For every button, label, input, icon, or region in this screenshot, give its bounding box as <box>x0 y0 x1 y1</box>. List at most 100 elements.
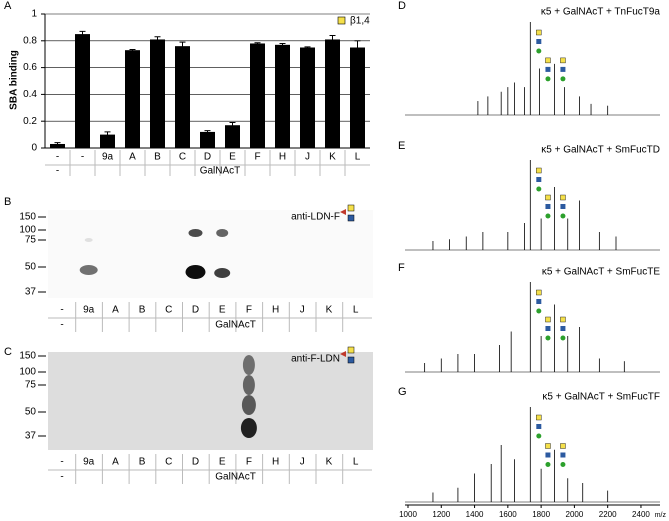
lane-label: L <box>353 305 359 316</box>
error-bar <box>104 131 111 138</box>
blot-band <box>185 265 206 279</box>
lane-label: E <box>219 457 226 468</box>
glycan-icon <box>560 76 566 82</box>
panel-label: E <box>398 140 405 152</box>
group-label: - <box>60 472 63 483</box>
error-bar <box>129 49 136 51</box>
group-label: GalNAcT <box>200 166 241 177</box>
glycan-icon <box>560 335 566 341</box>
glycan-icon <box>545 452 551 458</box>
lane-label: H <box>272 457 279 468</box>
glycan-icon <box>536 299 542 304</box>
blot-band <box>188 229 203 237</box>
antibody-label: anti-F-LDN <box>291 354 340 365</box>
glycan-icon <box>536 308 542 314</box>
legend-label: β1,4 <box>350 16 370 27</box>
lane-label: L <box>353 457 359 468</box>
y-tick-label: 0.6 <box>23 62 37 73</box>
glycan-icon <box>560 204 566 209</box>
spectrum-title: κ5 + GalNAcT + TnFucT9a <box>541 7 661 18</box>
blot-band <box>214 268 231 278</box>
glycan-icon <box>560 326 566 331</box>
bar <box>175 46 190 148</box>
lane-label: C <box>165 457 172 468</box>
glycan-icon <box>560 443 566 449</box>
x-axis-unit: m/z <box>655 512 667 519</box>
x-tick-label: K <box>329 152 336 163</box>
lane-label: 9a <box>83 457 95 468</box>
glycan-icon <box>545 204 551 209</box>
error-bar <box>204 130 211 134</box>
lane-label: B <box>139 305 146 316</box>
lane-label: C <box>165 305 172 316</box>
glycan-icon <box>545 57 551 64</box>
x-tick-label: 9a <box>102 152 114 163</box>
lane-label: A <box>112 305 119 316</box>
glycan-icon <box>347 356 355 364</box>
bar <box>250 43 265 149</box>
lane-label: K <box>326 305 333 316</box>
x-tick-label: 1800 <box>532 510 550 519</box>
x-tick-label: E <box>229 152 236 163</box>
blot-band <box>242 355 255 375</box>
bar <box>225 125 240 148</box>
blot-band <box>79 265 98 275</box>
mw-label: 150 <box>19 212 36 223</box>
glycan-icon <box>536 39 542 44</box>
lane-label: H <box>272 305 279 316</box>
x-tick-label: H <box>279 152 286 163</box>
blot-band <box>240 418 257 438</box>
group-label: GalNAcT <box>215 320 256 331</box>
y-axis-label: SBA binding <box>9 50 20 110</box>
glycan-icon <box>536 29 542 36</box>
lane-label: - <box>60 457 63 468</box>
bar <box>125 50 140 148</box>
glycan-icon <box>545 194 551 201</box>
lane-label: B <box>139 457 146 468</box>
lane-label: - <box>60 305 63 316</box>
error-bar <box>79 30 86 37</box>
lane-label: D <box>192 305 199 316</box>
x-tick-label: 2400 <box>632 510 650 519</box>
blot-image <box>48 352 373 450</box>
legend-swatch <box>337 16 346 25</box>
glycan-icon <box>347 346 355 354</box>
group-label: - <box>60 320 63 331</box>
glycan-icon <box>536 433 542 439</box>
glycan-icon <box>347 204 355 212</box>
mw-label: 75 <box>25 235 37 246</box>
glycan-icon <box>545 462 551 467</box>
error-bar <box>54 142 61 146</box>
mw-label: 100 <box>19 225 36 236</box>
glycan-icon <box>560 194 566 201</box>
mw-label: 37 <box>25 431 37 442</box>
mw-label: 50 <box>25 262 37 273</box>
glycan-icon <box>536 289 542 296</box>
glycan-icon <box>545 335 551 341</box>
mw-label: 75 <box>25 380 37 391</box>
glycan-icon <box>545 326 551 331</box>
glycan-icon <box>536 177 542 182</box>
x-tick-label: F <box>254 152 260 163</box>
error-bar <box>154 36 161 43</box>
mw-label: 50 <box>25 407 37 418</box>
glycan-icon <box>545 76 551 82</box>
glycan-icon <box>560 213 566 219</box>
error-bar <box>254 42 261 45</box>
x-tick-label: 2000 <box>566 510 584 519</box>
x-tick-label: - <box>56 152 59 163</box>
blot-band <box>241 395 256 415</box>
glycan-icon <box>340 351 346 357</box>
y-tick-label: 1 <box>31 9 37 20</box>
glycan-icon <box>536 424 542 429</box>
lane-label: F <box>246 457 252 468</box>
y-tick-label: 0.2 <box>23 116 37 127</box>
x-tick-label: - <box>81 152 84 163</box>
glycan-icon <box>560 57 566 64</box>
glycan-icon <box>560 452 566 458</box>
x-tick-label: 2200 <box>599 510 617 519</box>
panel-label: C <box>4 346 12 358</box>
bar <box>325 39 340 148</box>
lane-label: D <box>192 457 199 468</box>
